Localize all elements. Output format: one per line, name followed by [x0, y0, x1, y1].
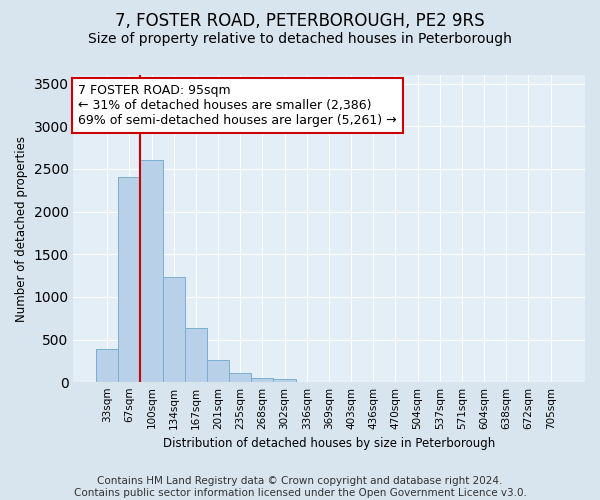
Text: 7 FOSTER ROAD: 95sqm
← 31% of detached houses are smaller (2,386)
69% of semi-de: 7 FOSTER ROAD: 95sqm ← 31% of detached h…	[78, 84, 397, 127]
Bar	[140, 160, 163, 382]
Y-axis label: Number of detached properties: Number of detached properties	[15, 136, 28, 322]
Text: Size of property relative to detached houses in Peterborough: Size of property relative to detached ho…	[88, 32, 512, 46]
X-axis label: Distribution of detached houses by size in Peterborough: Distribution of detached houses by size …	[163, 437, 495, 450]
Bar	[251, 378, 274, 382]
Bar	[118, 178, 140, 382]
Bar	[207, 360, 229, 382]
Bar	[229, 373, 251, 382]
Bar	[163, 278, 185, 382]
Bar	[274, 379, 296, 382]
Bar	[96, 349, 118, 382]
Text: Contains HM Land Registry data © Crown copyright and database right 2024.
Contai: Contains HM Land Registry data © Crown c…	[74, 476, 526, 498]
Text: 7, FOSTER ROAD, PETERBOROUGH, PE2 9RS: 7, FOSTER ROAD, PETERBOROUGH, PE2 9RS	[115, 12, 485, 30]
Bar	[185, 328, 207, 382]
